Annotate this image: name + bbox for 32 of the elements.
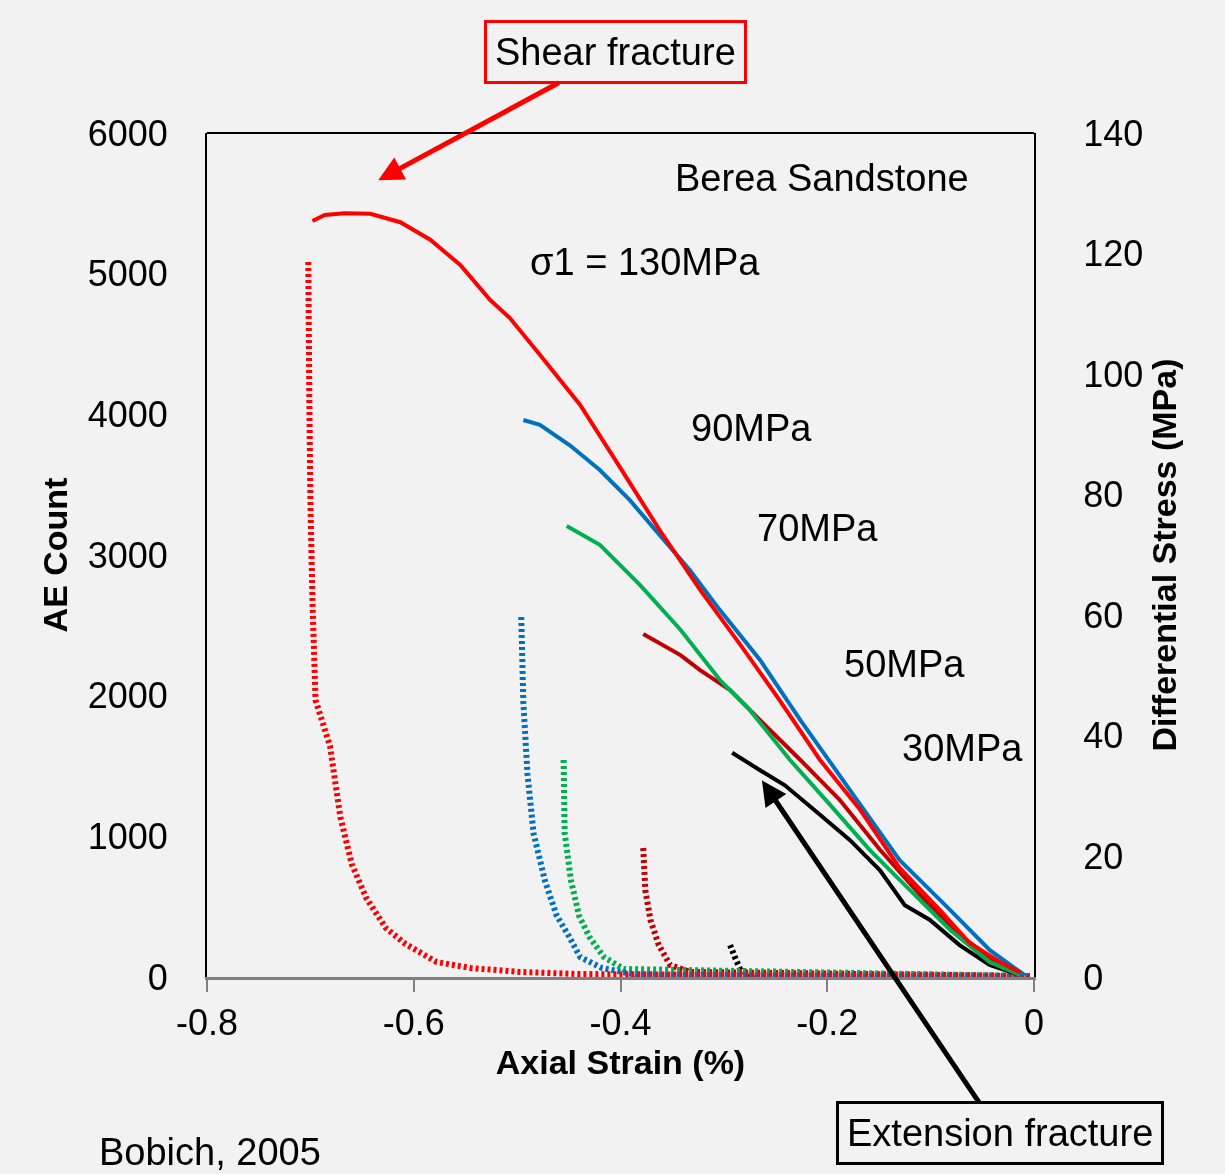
y-tick-label: 5000 bbox=[87, 253, 168, 295]
annotation: 30MPa bbox=[902, 727, 1024, 769]
y-tick-label: 6000 bbox=[87, 112, 168, 154]
x-tick-label: -0.8 bbox=[175, 1002, 239, 1044]
y-tick-label: 3000 bbox=[87, 534, 168, 576]
y2-tick-label: 20 bbox=[1083, 836, 1124, 878]
y-tick-label: 1000 bbox=[87, 815, 168, 857]
text: Bobich, 2005 bbox=[99, 1131, 321, 1173]
y2-tick-label: 120 bbox=[1083, 233, 1144, 275]
y-tick-label: 4000 bbox=[87, 393, 168, 435]
y-tick-label: 2000 bbox=[87, 675, 168, 717]
text: Extension fracture bbox=[847, 1112, 1154, 1154]
annotation: 50MPa bbox=[844, 643, 966, 685]
y2-tick-label: 100 bbox=[1083, 353, 1144, 395]
annotation: σ1 = 130MPa bbox=[530, 241, 761, 283]
x-tick-label: 0 bbox=[1023, 1002, 1045, 1044]
x-tick-label: -0.4 bbox=[589, 1002, 652, 1044]
y-axis-title: AE Count bbox=[35, 477, 74, 633]
annotation: Berea Sandstone bbox=[675, 157, 969, 199]
y2-tick-label: 40 bbox=[1083, 715, 1124, 757]
y2-tick-label: 60 bbox=[1083, 594, 1124, 636]
y-tick-label: 0 bbox=[147, 956, 168, 998]
y2-axis-title: Differential Stress (MPa) bbox=[1145, 358, 1184, 752]
y2-tick-label: 140 bbox=[1083, 112, 1144, 154]
y2-tick-label: 80 bbox=[1083, 474, 1124, 516]
x-tick-label: -0.2 bbox=[796, 1002, 859, 1044]
text: Shear fracture bbox=[495, 31, 736, 73]
x-tick-label: -0.6 bbox=[382, 1002, 445, 1044]
annotation: 90MPa bbox=[691, 407, 813, 449]
x-axis-title: Axial Strain (%) bbox=[495, 1043, 746, 1082]
y2-tick-label: 0 bbox=[1083, 956, 1104, 998]
annotation: 70MPa bbox=[757, 507, 879, 549]
